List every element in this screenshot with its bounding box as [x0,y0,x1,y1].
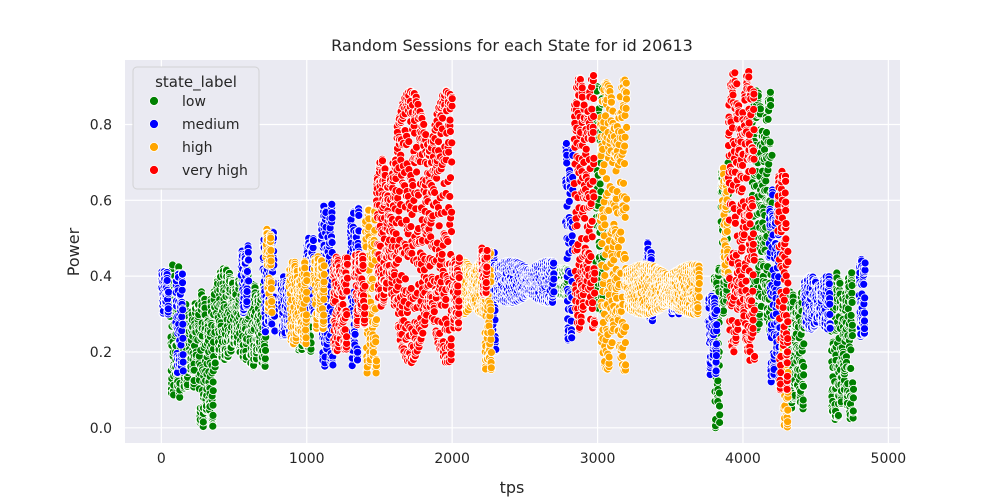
data-point [763,114,773,124]
data-point [260,354,270,364]
data-point [847,281,857,290]
data-point [244,276,254,286]
data-point [715,401,724,411]
data-point [712,351,721,361]
data-point [208,400,218,410]
data-point [242,267,252,276]
data-point [242,297,252,307]
data-point [712,339,721,349]
data-point [327,238,337,247]
data-point [549,287,559,297]
data-point [799,362,809,371]
data-point [766,87,775,97]
data-point [799,381,808,391]
data-point [353,355,362,365]
data-point [846,345,856,355]
data-point [208,410,218,420]
data-point [711,366,721,376]
data-point [849,393,858,403]
data-point [848,331,857,341]
data-point [562,139,571,148]
data-point [260,327,270,337]
data-point [549,258,558,268]
data-point [761,176,771,186]
data-point [178,357,188,367]
data-point [567,333,577,343]
data-point [564,196,574,206]
data-point [798,395,808,405]
data-point [178,278,187,288]
data-point [766,101,775,110]
data-point [562,158,572,168]
data-point [715,388,724,398]
data-point [799,370,808,380]
data-point [834,411,843,420]
data-point [327,213,337,223]
data-point [715,410,725,420]
data-point [327,199,337,209]
data-point [178,305,188,315]
data-point [847,320,857,330]
data-point [178,333,188,343]
data-point [847,268,857,278]
data-point [261,345,270,355]
data-point [354,210,364,220]
data-point [244,255,253,265]
data-point [198,417,208,427]
data-points [156,67,870,433]
data-point [177,285,187,295]
data-point [849,384,858,394]
data-point [715,418,724,427]
data-point [767,150,777,160]
data-point [765,137,775,147]
data-point [549,274,559,284]
data-point [243,247,253,257]
chart-title: Random Sessions for each State for id 20… [331,36,693,55]
data-point [308,243,318,253]
data-point [178,350,188,360]
data-point [712,320,722,330]
data-point [567,231,577,241]
data-point [350,329,360,339]
data-point [847,297,857,307]
data-point [242,287,252,296]
data-point [713,376,723,386]
data-point [712,305,722,315]
data-point [177,269,187,279]
data-point [178,366,188,376]
data-point [163,304,173,314]
data-point [164,287,174,297]
data-point [208,377,218,387]
data-point [210,358,220,368]
data-point [270,326,280,336]
data-point [208,421,218,431]
data-point [328,360,338,370]
data-point [208,386,218,396]
data-point [762,128,771,137]
data-point [846,310,856,320]
data-point [846,364,856,373]
data-point [848,406,858,416]
data-point [308,236,318,245]
data-point [178,319,188,329]
data-point [162,276,172,285]
data-point [835,278,845,288]
data-point [799,339,809,349]
data-point [175,392,185,402]
data-point [353,347,363,357]
